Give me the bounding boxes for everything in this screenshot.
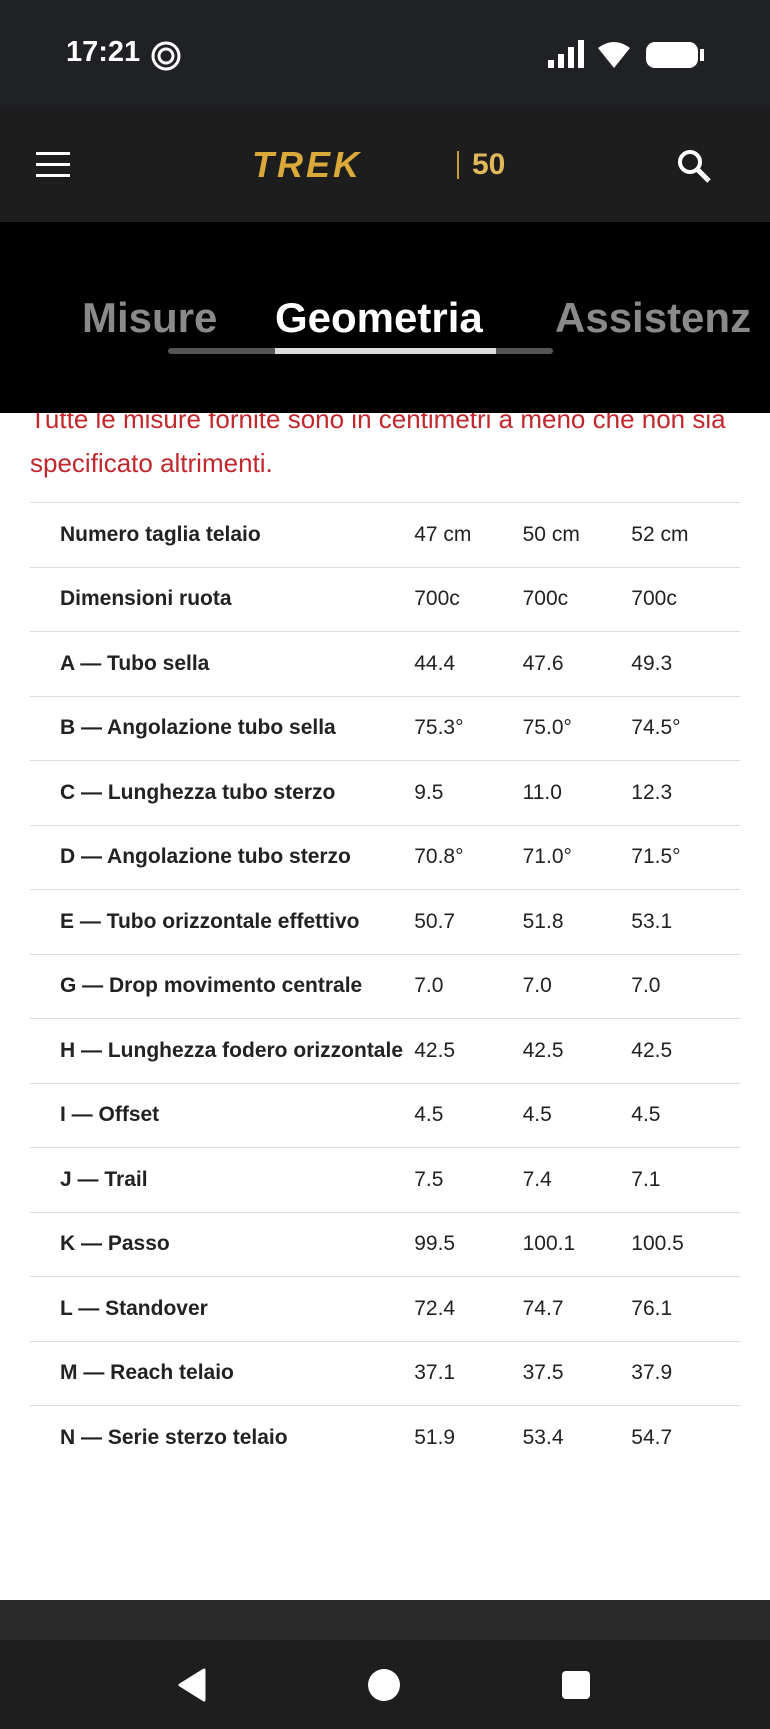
app-header: TREK 50 (0, 108, 770, 222)
cell-value: 100.1 (522, 1211, 632, 1277)
row-label: Numero taglia telaio (30, 502, 415, 567)
table-row: K — Passo 99.5 100.1 100.5 (30, 1211, 740, 1277)
cell-value: 75.3° (414, 695, 523, 761)
cell-value: 49.3 (631, 631, 740, 696)
table-row: M — Reach telaio 37.1 37.5 37.9 (30, 1340, 740, 1406)
logo-divider (457, 151, 459, 179)
row-label: A — Tubo sella (30, 631, 415, 696)
nav-bar (0, 1640, 770, 1729)
menu-button[interactable] (36, 152, 70, 178)
cell-value: 47 cm (414, 502, 523, 567)
status-icons (548, 40, 704, 68)
cell-value: 37.9 (631, 1340, 740, 1406)
row-label: C — Lunghezza tubo sterzo (30, 760, 415, 825)
table-row: J — Trail 7.5 7.4 7.1 (30, 1147, 740, 1212)
search-button[interactable] (676, 148, 712, 184)
row-label: L — Standover (30, 1276, 415, 1341)
cell-value: 11.0 (522, 760, 632, 825)
cell-value: 99.5 (414, 1211, 523, 1277)
cell-value: 51.9 (414, 1405, 523, 1470)
cell-value: 4.5 (631, 1082, 740, 1148)
table-row: H — Lunghezza fodero orizzontale 42.5 42.5… (30, 1018, 740, 1083)
cell-value: 52 cm (631, 502, 740, 567)
cell-value: 74.7 (522, 1276, 632, 1341)
row-label: J — Trail (30, 1147, 415, 1212)
cell-value: 100.5 (631, 1211, 740, 1277)
table-row: E — Tubo orizzontale effettivo 50.7 51.8 53… (30, 889, 740, 954)
cell-value: 50 cm (522, 502, 632, 567)
cell-value: 75.0° (522, 695, 632, 761)
row-label: B — Angolazione tubo sella (30, 695, 415, 761)
cell-value: 47.6 (522, 631, 632, 696)
cell-value: 7.0 (522, 953, 632, 1019)
row-label: K — Passo (30, 1211, 415, 1277)
cell-value: 50.7 (414, 889, 523, 954)
cell-value: 53.4 (522, 1405, 632, 1470)
table-row: B — Angolazione tubo sella 75.3° 75.0° 74.5… (30, 695, 740, 761)
cell-value: 54.7 (631, 1405, 740, 1470)
table-row: C — Lunghezza tubo sterzo 9.5 11.0 12.3 (30, 760, 740, 825)
table-row: D — Angolazione tubo sterzo 70.8° 71.0° 71.… (30, 824, 740, 890)
cell-value: 700c (631, 566, 740, 632)
tab-active[interactable]: Geometria (275, 294, 483, 341)
cell-value: 71.5° (631, 824, 740, 890)
tab-bar: Misure Geometria Assistenz (0, 222, 770, 413)
cell-value: 9.5 (414, 760, 523, 825)
cell-value: 700c (414, 566, 523, 632)
cell-value: 74.5° (631, 695, 740, 761)
table-row: Numero taglia telaio 47 cm 50 cm 52 cm (30, 502, 740, 567)
tab[interactable]: Misure (82, 294, 218, 341)
row-label: Dimensioni ruota (30, 566, 415, 632)
cell-value: 71.0° (522, 824, 632, 890)
home-button[interactable] (367, 1668, 401, 1702)
row-label: G — Drop movimento centrale (30, 953, 415, 1019)
cell-value: 7.0 (631, 953, 740, 1019)
row-label: N — Serie sterzo telaio (30, 1405, 415, 1470)
brand-badge: 50 (472, 148, 506, 181)
cell-value: 700c (522, 566, 632, 632)
table-row: A — Tubo sella 44.4 47.6 49.3 (30, 631, 740, 696)
cell-value: 7.1 (631, 1147, 740, 1212)
row-label: I — Offset (30, 1082, 415, 1148)
cell-value: 37.5 (522, 1340, 632, 1406)
cell-value: 76.1 (631, 1276, 740, 1341)
cell-value: 53.1 (631, 889, 740, 954)
cell-value: 7.5 (414, 1147, 523, 1212)
cell-value: 44.4 (414, 631, 523, 696)
cell-value: 7.4 (522, 1147, 632, 1212)
cell-value: 70.8° (414, 824, 523, 890)
table-row: N — Serie sterzo telaio 51.9 53.4 54.7 (30, 1405, 740, 1470)
row-label: E — Tubo orizzontale effettivo (30, 889, 415, 954)
brand-logo[interactable]: TREK (252, 144, 362, 185)
table-row: I — Offset 4.5 4.5 4.5 (30, 1082, 740, 1148)
geometry-table: Numero taglia telaio 47 cm 50 cm 52 cm Dimen… (30, 502, 740, 1470)
cell-value: 4.5 (522, 1082, 632, 1148)
cell-value: 37.1 (414, 1340, 523, 1406)
row-label: H — Lunghezza fodero orizzontale (30, 1018, 415, 1083)
cell-value: 7.0 (414, 953, 523, 1019)
status-icon (151, 41, 181, 71)
cell-value: 42.5 (414, 1018, 523, 1083)
footer (0, 1600, 770, 1640)
table-row: Dimensioni ruota 700c 700c 700c (30, 566, 740, 632)
row-label: M — Reach telaio (30, 1340, 415, 1406)
clock: 17:21 (66, 36, 141, 68)
back-button[interactable] (176, 1668, 208, 1702)
tab[interactable]: Assistenz (555, 294, 752, 341)
cell-value: 51.8 (522, 889, 632, 954)
row-label: D — Angolazione tubo sterzo (30, 824, 415, 890)
cell-value: 4.5 (414, 1082, 523, 1148)
cell-value: 12.3 (631, 760, 740, 825)
cell-value: 42.5 (522, 1018, 632, 1083)
cell-value: 42.5 (631, 1018, 740, 1083)
table-row: G — Drop movimento centrale 7.0 7.0 7.0 (30, 953, 740, 1019)
scroll-indicator (275, 348, 496, 354)
recents-button[interactable] (561, 1670, 591, 1700)
cell-value: 72.4 (414, 1276, 523, 1341)
table-row: L — Standover 72.4 74.7 76.1 (30, 1276, 740, 1341)
status-bar: 17:21 (0, 0, 770, 108)
